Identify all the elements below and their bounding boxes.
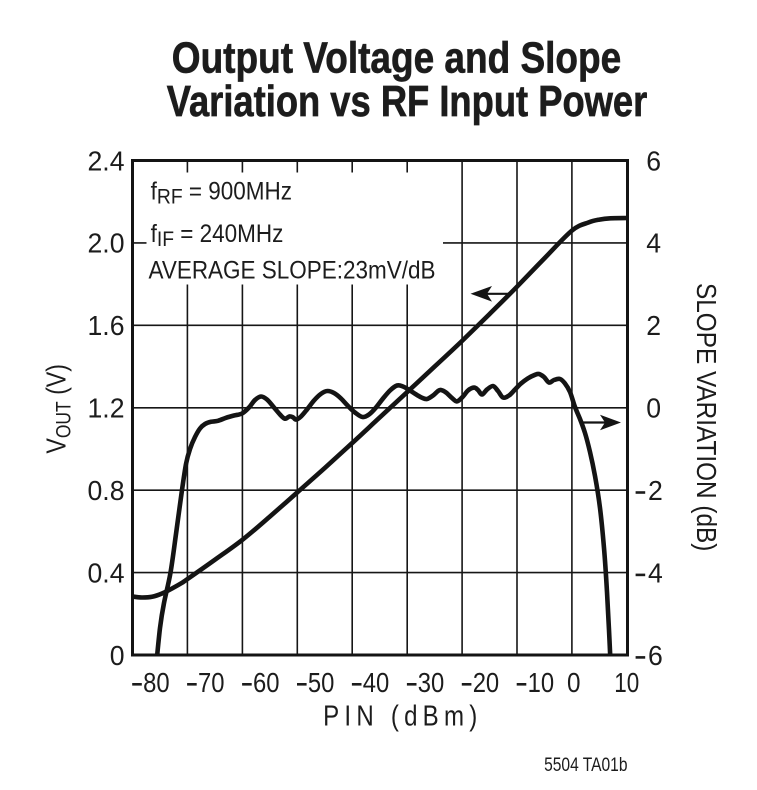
svg-text:60: 60 (253, 667, 280, 698)
svg-text:2: 2 (648, 475, 663, 506)
svg-text:0: 0 (646, 393, 661, 424)
svg-text:80: 80 (143, 667, 170, 698)
svg-text:2.4: 2.4 (88, 145, 125, 176)
svg-text:10: 10 (614, 667, 639, 698)
svg-text:PIN (dBm): PIN (dBm) (323, 700, 482, 733)
svg-text:0.4: 0.4 (88, 557, 125, 588)
svg-text:5504 TA01b: 5504 TA01b (544, 753, 627, 775)
svg-text:0.8: 0.8 (88, 475, 125, 506)
svg-text:4: 4 (646, 228, 661, 259)
svg-text:6: 6 (646, 145, 661, 176)
svg-text:VOUT (V): VOUT (V) (41, 364, 75, 454)
svg-text:30: 30 (418, 667, 445, 698)
svg-text:2: 2 (646, 310, 661, 341)
svg-text:50: 50 (308, 667, 335, 698)
svg-text:0: 0 (110, 640, 125, 671)
svg-text:1.6: 1.6 (88, 310, 125, 341)
svg-text:1.2: 1.2 (88, 393, 125, 424)
svg-text:2.0: 2.0 (88, 228, 125, 259)
svg-text:20: 20 (473, 667, 500, 698)
svg-text:40: 40 (363, 667, 390, 698)
svg-text:6: 6 (648, 640, 663, 671)
svg-text:SLOPE VARIATION (dB): SLOPE VARIATION (dB) (690, 283, 722, 551)
svg-text:AVERAGE SLOPE:23mV/dB: AVERAGE SLOPE:23mV/dB (149, 256, 436, 284)
svg-text:70: 70 (198, 667, 225, 698)
svg-text:Variation vs RF Input Power: Variation vs RF Input Power (167, 76, 648, 126)
svg-text:Output Voltage and Slope: Output Voltage and Slope (172, 33, 621, 83)
svg-text:10: 10 (528, 667, 555, 698)
svg-text:4: 4 (648, 557, 663, 588)
svg-text:0: 0 (567, 667, 581, 698)
